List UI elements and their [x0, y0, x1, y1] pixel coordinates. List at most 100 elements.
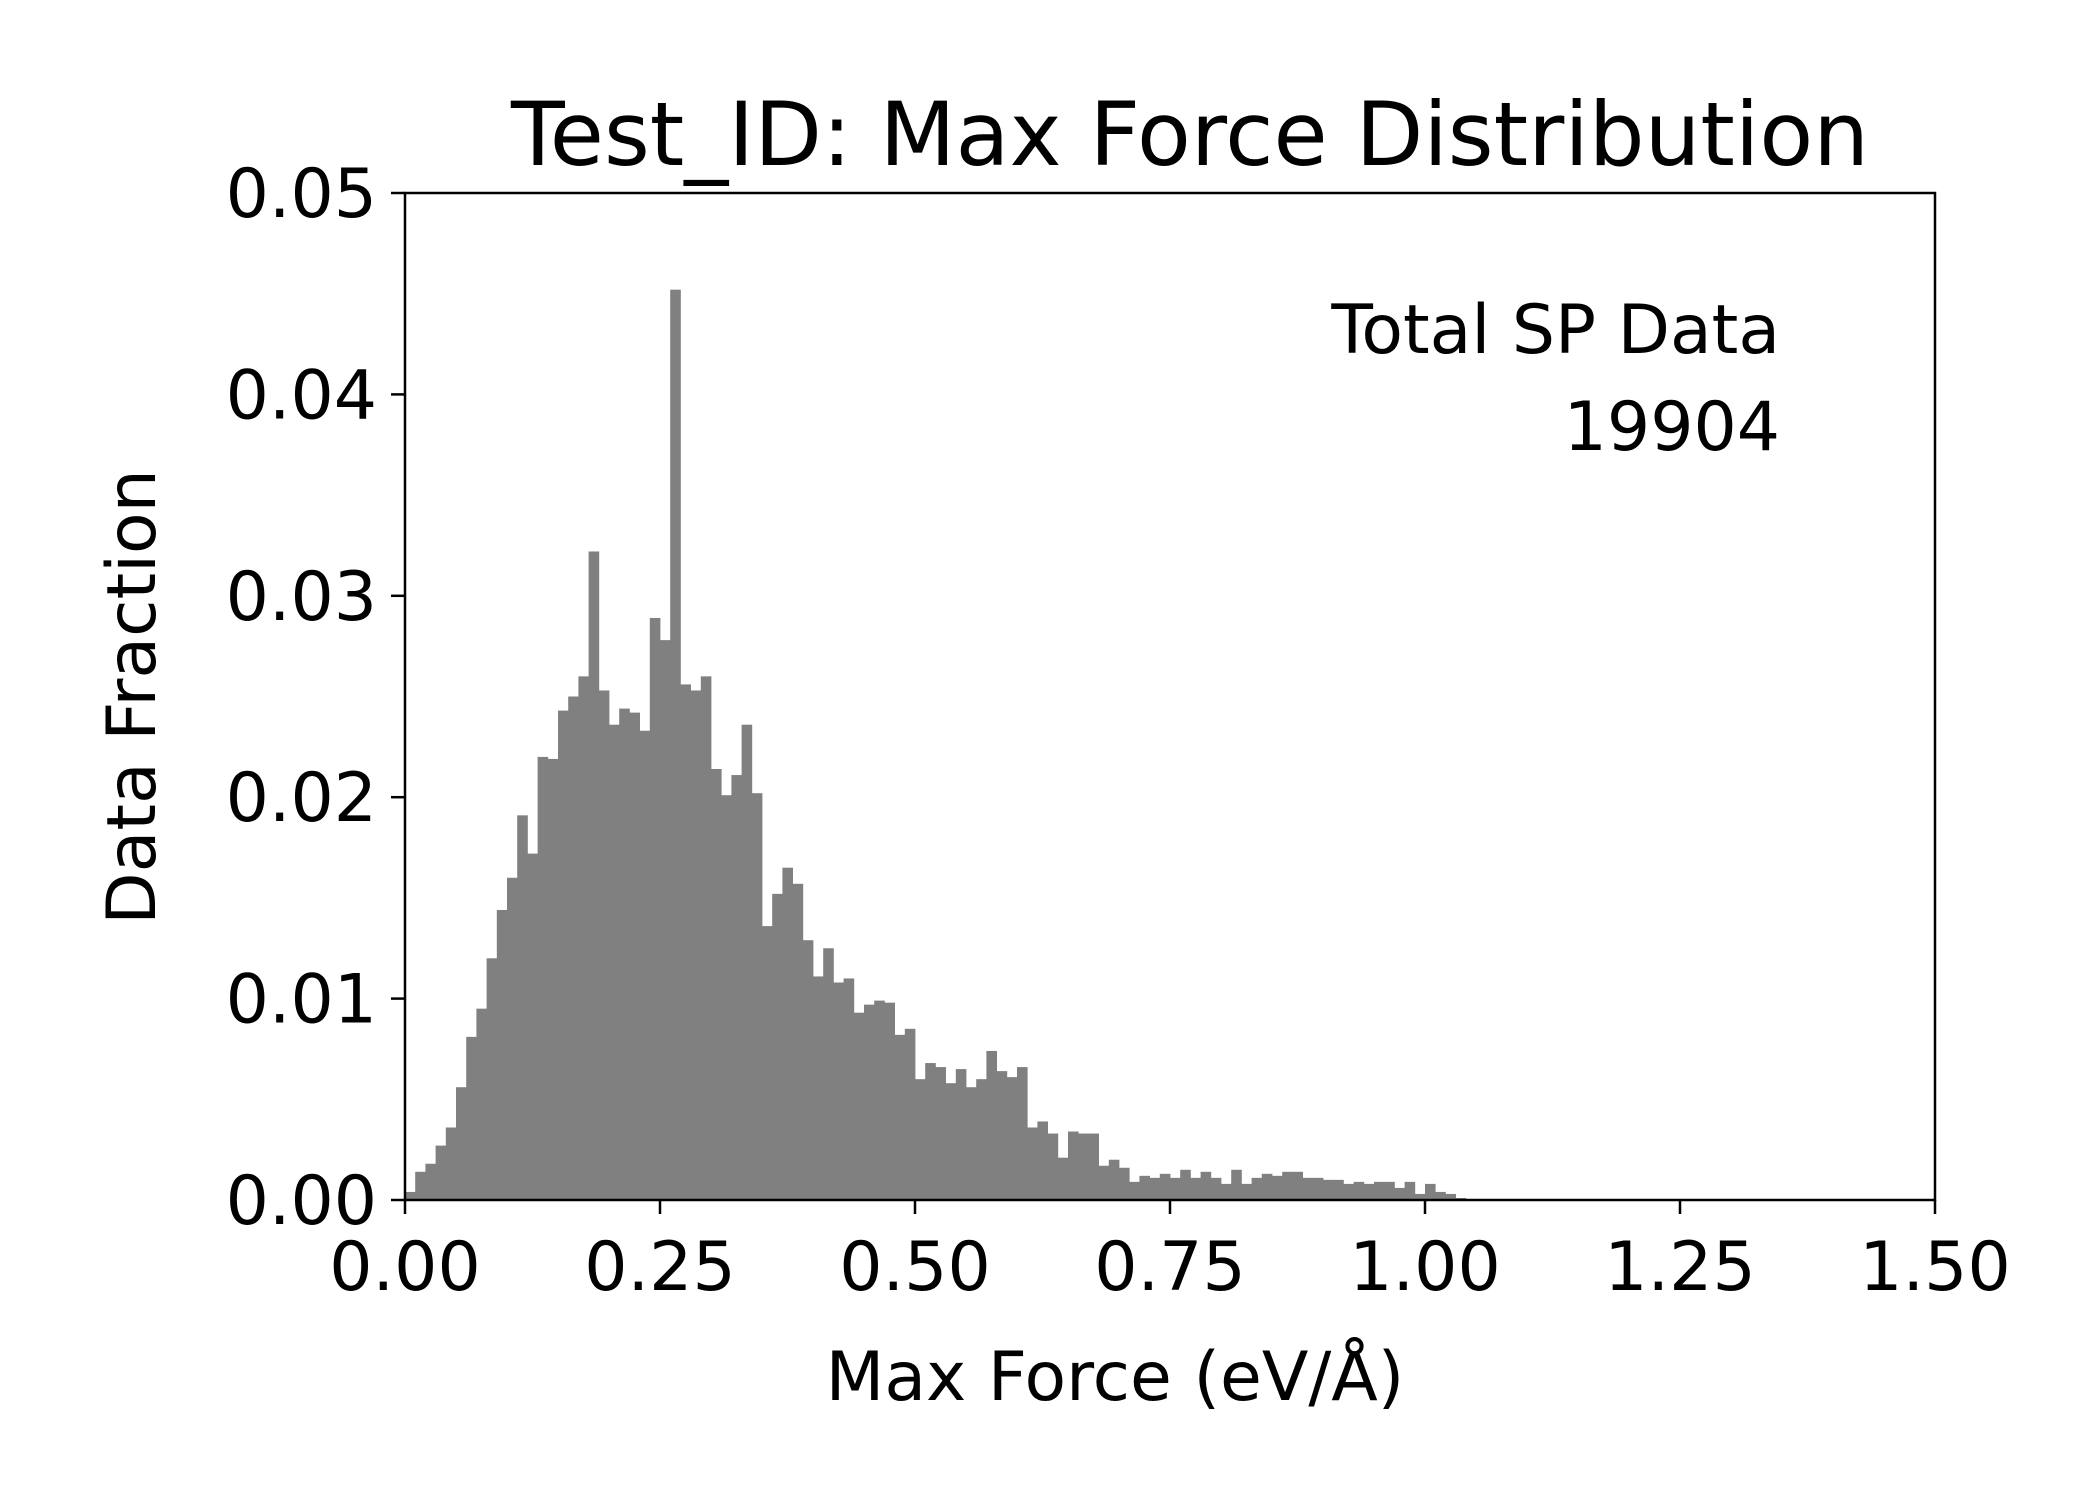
histogram-bar — [578, 676, 589, 1200]
histogram-bar — [1272, 1175, 1283, 1200]
y-tick-label: 0.05 — [226, 155, 377, 234]
histogram-bar — [1088, 1133, 1099, 1200]
histogram-bar — [1098, 1165, 1110, 1200]
histogram-bar — [1139, 1175, 1150, 1200]
histogram-bar — [609, 724, 620, 1200]
histogram-bar — [823, 948, 834, 1200]
histogram-bar — [915, 1079, 926, 1200]
histogram-bar — [1445, 1193, 1456, 1200]
histogram-bar — [1078, 1133, 1089, 1200]
x-axis-ticks: 0.00 0.25 0.50 0.75 1.00 1.25 1.50 — [329, 1200, 2011, 1307]
histogram-bar — [813, 976, 824, 1200]
histogram-bar — [853, 1012, 865, 1200]
histogram-bar — [741, 724, 753, 1200]
histogram-bar — [1108, 1159, 1120, 1200]
histogram-bar — [1200, 1171, 1212, 1200]
histogram-bar — [772, 893, 783, 1200]
histogram-bar — [976, 1079, 987, 1200]
histogram-bar — [864, 1004, 875, 1200]
histogram-bar — [588, 551, 600, 1200]
y-tick-label: 0.00 — [226, 1162, 377, 1241]
histogram-bar — [1394, 1187, 1405, 1200]
histogram-bar — [1323, 1179, 1334, 1200]
histogram-bar — [1425, 1183, 1436, 1200]
histogram-bar — [1343, 1183, 1354, 1200]
histogram-bar — [568, 696, 579, 1200]
histogram-bar — [945, 1083, 957, 1200]
histogram-bar — [833, 982, 844, 1200]
histogram-bar — [1119, 1167, 1130, 1200]
histogram-bar — [711, 769, 722, 1200]
histogram-bar — [1261, 1173, 1273, 1200]
histogram-bar — [486, 958, 498, 1200]
histogram-bar — [874, 1000, 885, 1200]
histogram-bar — [476, 1008, 487, 1200]
annotation-value: 19904 — [1564, 388, 1780, 467]
histogram-bar — [1282, 1171, 1293, 1200]
histogram-bars — [405, 289, 1467, 1200]
histogram-bar — [496, 909, 508, 1200]
histogram-bar — [731, 775, 742, 1200]
histogram-bar — [1190, 1177, 1201, 1200]
histogram-bar — [1292, 1171, 1303, 1200]
histogram-bar — [425, 1163, 436, 1200]
histogram-bar — [619, 708, 630, 1200]
histogram-bar — [1384, 1181, 1395, 1200]
histogram-bar — [1231, 1169, 1242, 1200]
histogram-bar — [690, 690, 702, 1200]
y-axis-ticks: 0.00 0.01 0.02 0.03 0.04 0.05 — [226, 155, 405, 1241]
histogram-bar — [955, 1069, 967, 1200]
histogram-bar — [466, 1036, 477, 1200]
x-axis-label: Max Force (eV/Å) — [826, 1336, 1405, 1417]
histogram-bar — [517, 815, 528, 1200]
histogram-bar — [415, 1171, 426, 1200]
histogram-bar — [925, 1063, 936, 1200]
histogram-bar — [884, 1002, 895, 1200]
histogram-bar — [649, 617, 661, 1200]
histogram-bar — [792, 883, 804, 1200]
histogram-bar — [547, 758, 559, 1200]
y-tick-label: 0.04 — [226, 356, 377, 435]
histogram-bar — [762, 926, 773, 1200]
histogram-bar — [670, 289, 681, 1200]
histogram-bar — [1170, 1177, 1181, 1200]
histogram-bar — [405, 1191, 416, 1200]
histogram-bar — [802, 940, 814, 1200]
histogram-bar — [558, 710, 569, 1200]
histogram-bar — [629, 712, 640, 1200]
histogram-bar — [537, 756, 549, 1200]
histogram-bar — [1047, 1133, 1059, 1200]
histogram-bar — [1129, 1181, 1140, 1200]
histogram-bar — [507, 877, 518, 1200]
histogram-bar — [904, 1028, 916, 1200]
y-tick-label: 0.01 — [226, 961, 377, 1040]
histogram-bar — [782, 867, 793, 1200]
histogram-bar — [527, 853, 538, 1200]
histogram-bar — [1251, 1177, 1263, 1200]
histogram-bar — [1221, 1183, 1232, 1200]
chart-title: Test_ID: Max Force Distribution — [510, 83, 1869, 186]
x-tick-label: 0.75 — [1094, 1228, 1245, 1307]
histogram-bar — [456, 1087, 467, 1200]
histogram-bar — [1353, 1181, 1365, 1200]
x-tick-label: 1.00 — [1349, 1228, 1500, 1307]
histogram-bar — [935, 1067, 946, 1200]
y-axis-label: Data Fraction — [93, 469, 172, 924]
histogram-bar — [1210, 1177, 1222, 1200]
histogram-bar — [1404, 1181, 1416, 1200]
x-tick-label: 1.25 — [1604, 1228, 1755, 1307]
histogram-bar — [680, 684, 691, 1200]
histogram-bar — [1017, 1067, 1028, 1200]
x-tick-label: 1.50 — [1859, 1228, 2010, 1307]
histogram-bar — [1068, 1131, 1079, 1200]
histogram-bar — [1312, 1177, 1324, 1200]
histogram-bar — [996, 1071, 1008, 1200]
annotation-label: Total SP Data — [1330, 291, 1780, 370]
histogram-bar — [721, 795, 732, 1200]
histogram-bar — [1149, 1177, 1161, 1200]
histogram-bar — [700, 676, 712, 1200]
x-tick-label: 0.25 — [584, 1228, 735, 1307]
histogram-bar — [1057, 1157, 1069, 1200]
histogram-bar — [445, 1127, 457, 1200]
